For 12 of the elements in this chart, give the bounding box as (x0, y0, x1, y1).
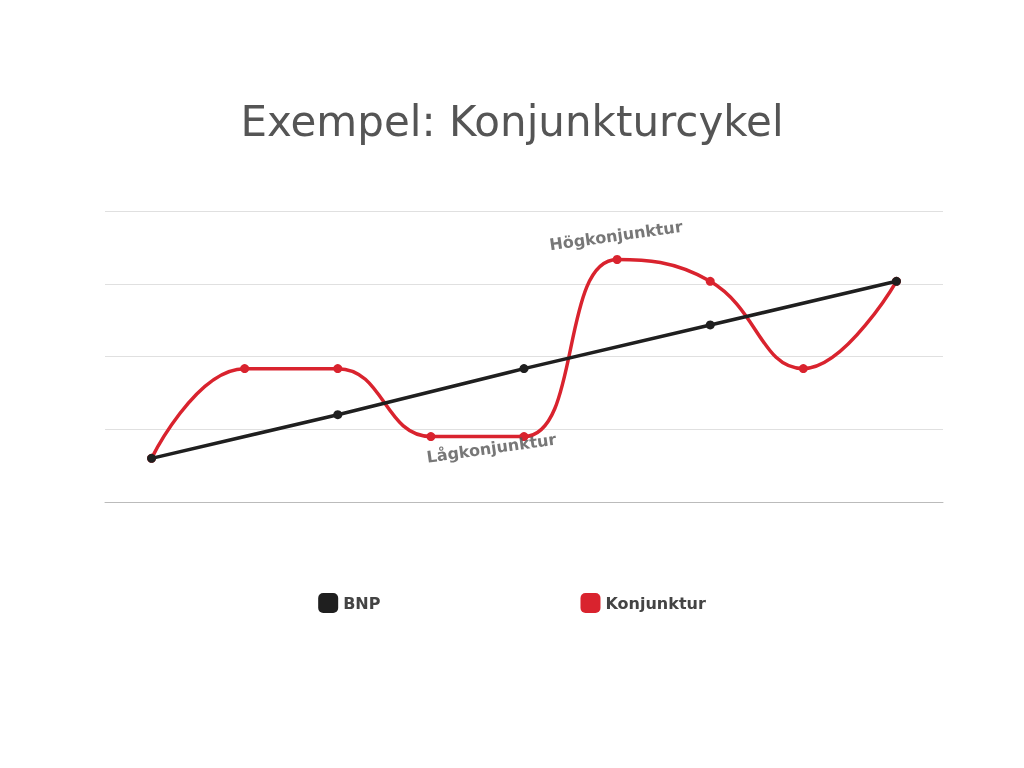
legend-label: Konjunktur (605, 593, 706, 613)
point (798, 364, 808, 374)
legend-label: BNP (343, 593, 381, 613)
point (333, 364, 343, 374)
text: Högkonjunktur (548, 216, 684, 255)
point (333, 410, 343, 420)
point (705, 320, 715, 330)
point (519, 364, 529, 374)
point (612, 255, 622, 264)
point (705, 276, 715, 286)
chart-title: Exempel: Konjunkturcykel (240, 96, 784, 146)
point (240, 364, 250, 374)
